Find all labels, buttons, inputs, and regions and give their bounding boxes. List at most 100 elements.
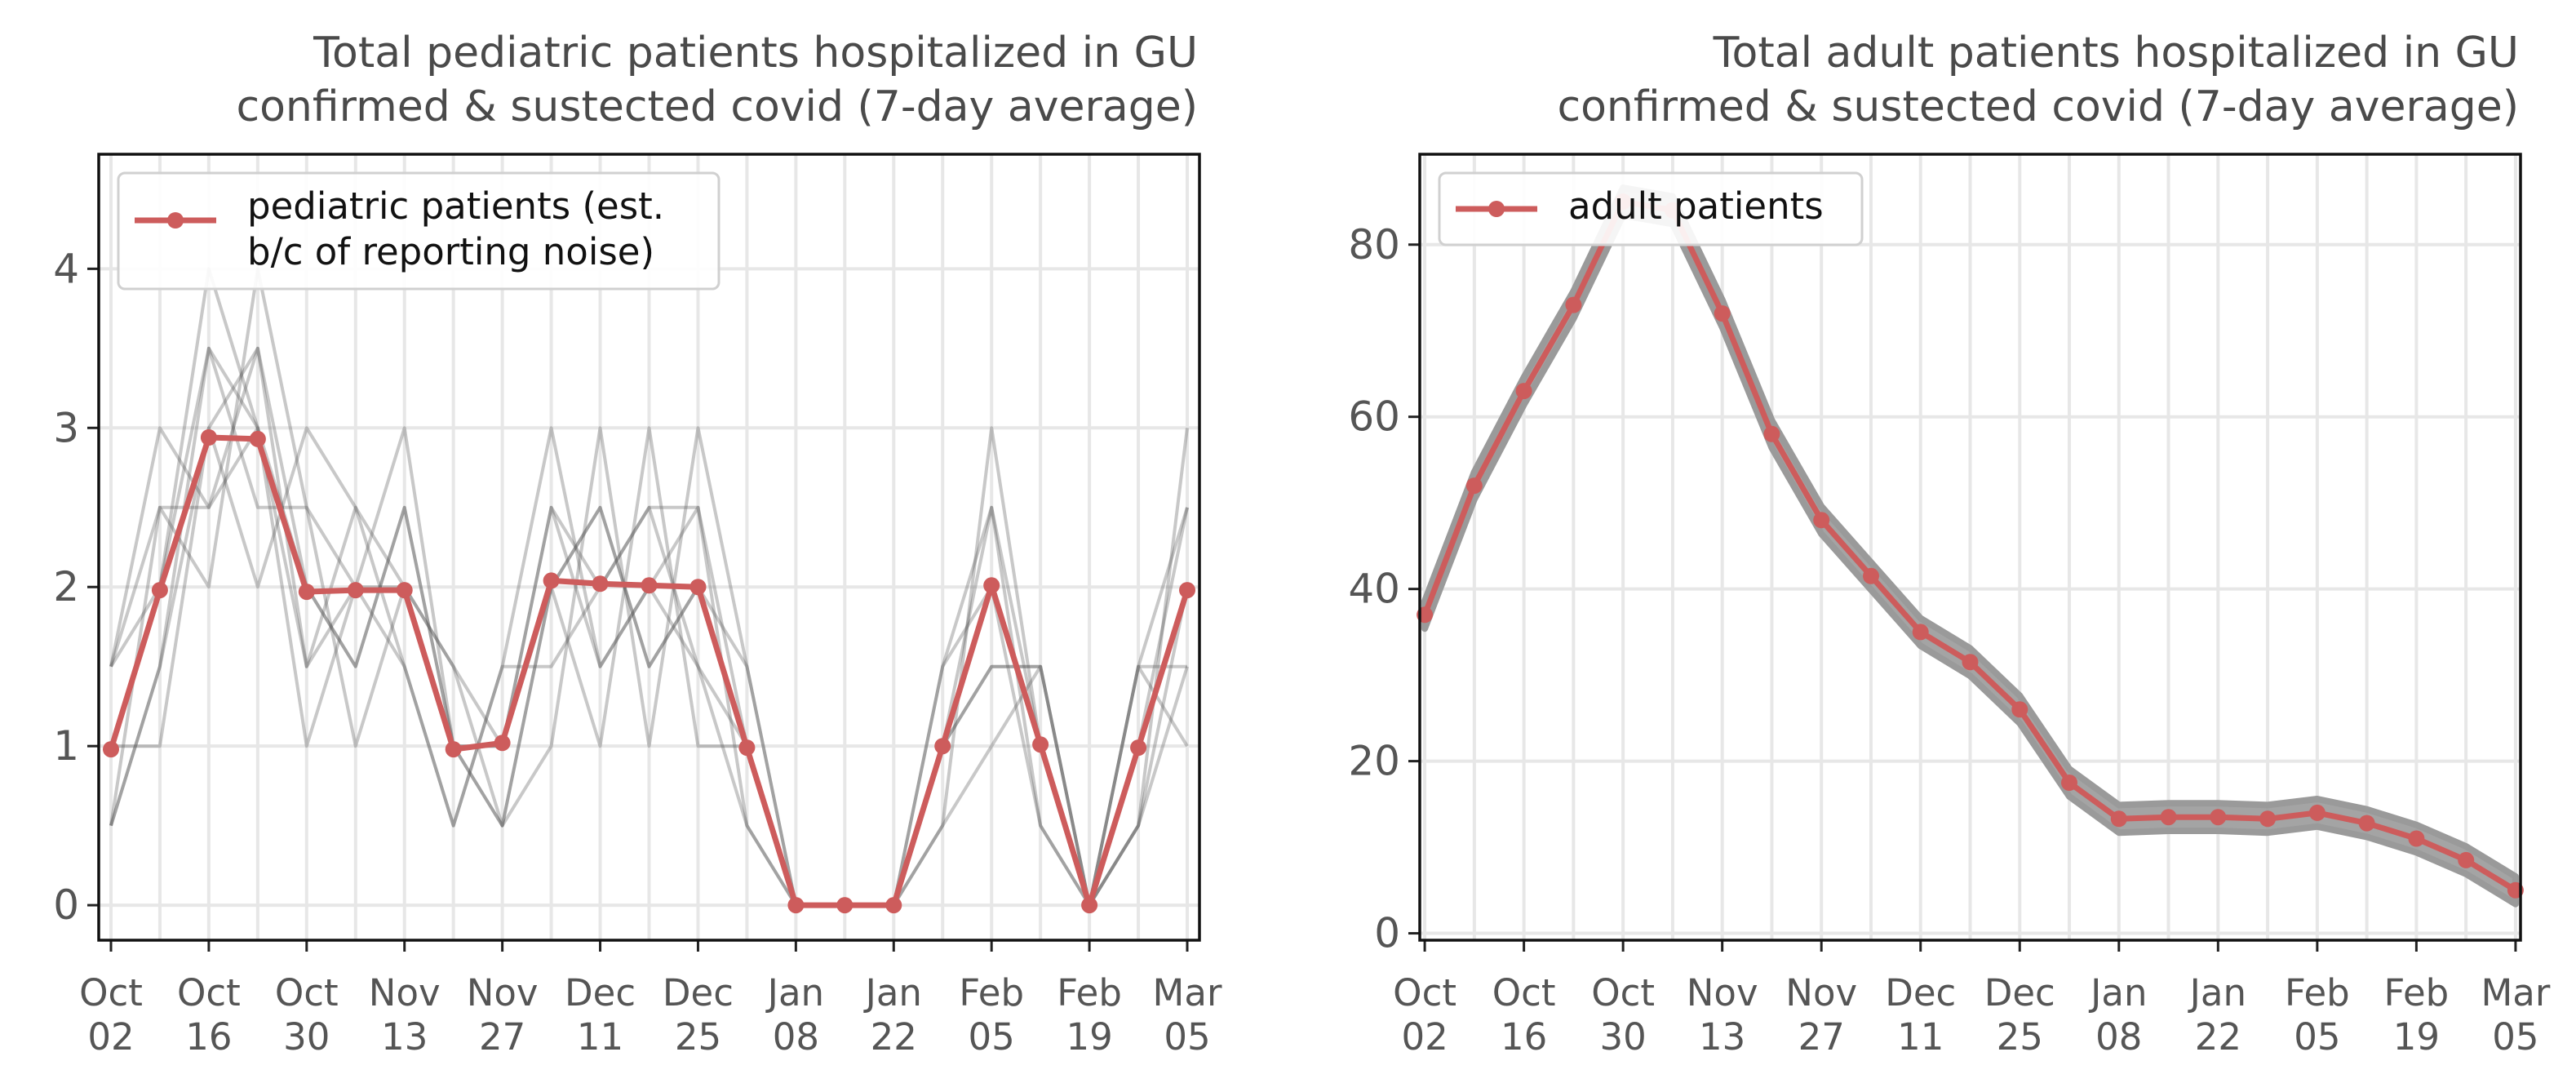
y-tick-label: 1 bbox=[53, 722, 79, 770]
x-tick-label-month: Jan bbox=[765, 971, 824, 1014]
data-point bbox=[2210, 809, 2227, 826]
x-tick-label-day: 05 bbox=[2294, 1015, 2340, 1059]
data-point bbox=[787, 897, 805, 914]
plot-frame bbox=[97, 153, 1201, 942]
chart-title-line: confirmed & sustected covid (7-day avera… bbox=[236, 82, 1198, 131]
legend-label: b/c of reporting noise) bbox=[247, 230, 654, 273]
x-tick-label-month: Mar bbox=[2481, 971, 2550, 1014]
x-tick-label-day: 22 bbox=[2195, 1015, 2241, 1059]
data-point bbox=[592, 575, 609, 593]
data-point bbox=[2458, 851, 2475, 868]
x-tick-label-month: Feb bbox=[959, 971, 1024, 1014]
x-tick-label-day: 08 bbox=[773, 1015, 819, 1059]
chart-title-line: confirmed & sustected covid (7-day avera… bbox=[1557, 82, 2519, 131]
x-tick-label-month: Dec bbox=[1885, 971, 1956, 1014]
x-tick-label-month: Oct bbox=[1492, 971, 1556, 1014]
x-tick-label-day: 19 bbox=[2393, 1015, 2440, 1059]
x-tick-label-month: Oct bbox=[1393, 971, 1456, 1014]
x-tick-label-month: Dec bbox=[663, 971, 734, 1014]
noise-sample-line bbox=[109, 346, 1189, 908]
x-tick-label-day: 11 bbox=[577, 1015, 623, 1059]
x-tick-label-month: Jan bbox=[863, 971, 922, 1014]
x-tick-label-month: Jan bbox=[2188, 971, 2246, 1014]
x-tick-label-day: 05 bbox=[969, 1015, 1015, 1059]
x-tick-label-month: Oct bbox=[177, 971, 241, 1014]
data-point bbox=[2408, 830, 2425, 847]
x-tick-label-month: Nov bbox=[369, 971, 441, 1014]
x-tick-label-day: 05 bbox=[2492, 1015, 2538, 1059]
x-tick-label-day: 08 bbox=[2095, 1015, 2142, 1059]
noise-sample-line bbox=[109, 346, 1189, 908]
x-tick-label-day: 25 bbox=[675, 1015, 721, 1059]
data-point bbox=[2308, 804, 2325, 821]
data-point bbox=[1081, 897, 1098, 914]
data-point bbox=[2061, 775, 2077, 791]
adult-chart: Total adult patients hospitalized in GUc… bbox=[1348, 29, 2550, 1059]
y-tick-label: 40 bbox=[1348, 566, 1400, 613]
x-tick-label-month: Oct bbox=[275, 971, 339, 1014]
data-point bbox=[2358, 815, 2375, 832]
legend-label: pediatric patients (est. bbox=[247, 184, 664, 228]
x-tick-label-month: Oct bbox=[1591, 971, 1655, 1014]
x-tick-label-month: Mar bbox=[1153, 971, 1222, 1014]
y-tick-label: 60 bbox=[1348, 393, 1400, 441]
x-tick-label-day: 13 bbox=[1699, 1015, 1745, 1059]
legend-marker-swatch bbox=[1488, 201, 1505, 217]
data-point bbox=[689, 579, 707, 596]
confidence-band bbox=[1421, 184, 2519, 908]
data-point bbox=[1179, 582, 1195, 599]
data-point bbox=[494, 735, 511, 752]
x-tick-label-day: 27 bbox=[479, 1015, 525, 1059]
data-point bbox=[103, 741, 119, 758]
data-point bbox=[1032, 736, 1049, 753]
data-point bbox=[738, 739, 756, 757]
data-point bbox=[1912, 624, 1929, 641]
data-point bbox=[1714, 305, 1731, 322]
data-point bbox=[1863, 567, 1879, 584]
y-tick-label: 0 bbox=[1374, 910, 1400, 957]
x-tick-label-day: 02 bbox=[87, 1015, 134, 1059]
x-tick-label-month: Feb bbox=[1057, 971, 1122, 1014]
data-point bbox=[1763, 425, 1780, 442]
pediatric-chart: Total pediatric patients hospitalized in… bbox=[53, 29, 1222, 1059]
x-tick-label-day: 30 bbox=[1600, 1015, 1647, 1059]
x-tick-label-day: 30 bbox=[283, 1015, 330, 1059]
legend-label: adult patients bbox=[1568, 184, 1824, 228]
x-tick-label-month: Oct bbox=[79, 971, 143, 1014]
x-tick-label-day: 25 bbox=[1997, 1015, 2043, 1059]
chart-title-line: Total adult patients hospitalized in GU bbox=[1713, 29, 2519, 78]
x-tick-label-month: Nov bbox=[467, 971, 539, 1014]
x-tick-label-day: 02 bbox=[1401, 1015, 1448, 1059]
data-point bbox=[2011, 701, 2028, 718]
data-point bbox=[249, 430, 266, 447]
y-tick-label: 80 bbox=[1348, 221, 1400, 269]
data-point bbox=[200, 429, 217, 446]
x-tick-label-day: 11 bbox=[1897, 1015, 1944, 1059]
noise-sample-line bbox=[109, 267, 1187, 908]
data-point bbox=[1130, 739, 1147, 757]
data-point bbox=[1565, 296, 1582, 313]
data-point bbox=[298, 584, 315, 601]
data-point bbox=[1962, 654, 1979, 671]
data-point bbox=[1515, 383, 1532, 400]
x-tick-label-day: 16 bbox=[185, 1015, 232, 1059]
data-point bbox=[2160, 809, 2177, 826]
x-tick-label-month: Feb bbox=[2285, 971, 2350, 1014]
chart-title-line: Total pediatric patients hospitalized in… bbox=[313, 29, 1198, 78]
legend-marker-swatch bbox=[167, 212, 184, 229]
x-tick-label-month: Dec bbox=[1984, 971, 2055, 1014]
legend-box bbox=[1438, 171, 1864, 246]
data-point bbox=[885, 897, 902, 914]
y-tick-label: 4 bbox=[53, 245, 79, 292]
x-tick-label-day: 19 bbox=[1066, 1015, 1112, 1059]
data-point bbox=[934, 738, 951, 755]
x-tick-label-month: Nov bbox=[1785, 971, 1857, 1014]
x-tick-label-month: Feb bbox=[2384, 971, 2450, 1014]
y-tick-label: 3 bbox=[53, 404, 79, 451]
x-tick-label-day: 05 bbox=[1164, 1015, 1210, 1059]
data-point bbox=[641, 577, 658, 594]
data-point bbox=[445, 741, 462, 758]
data-point bbox=[836, 897, 853, 914]
y-tick-label: 0 bbox=[53, 881, 79, 929]
